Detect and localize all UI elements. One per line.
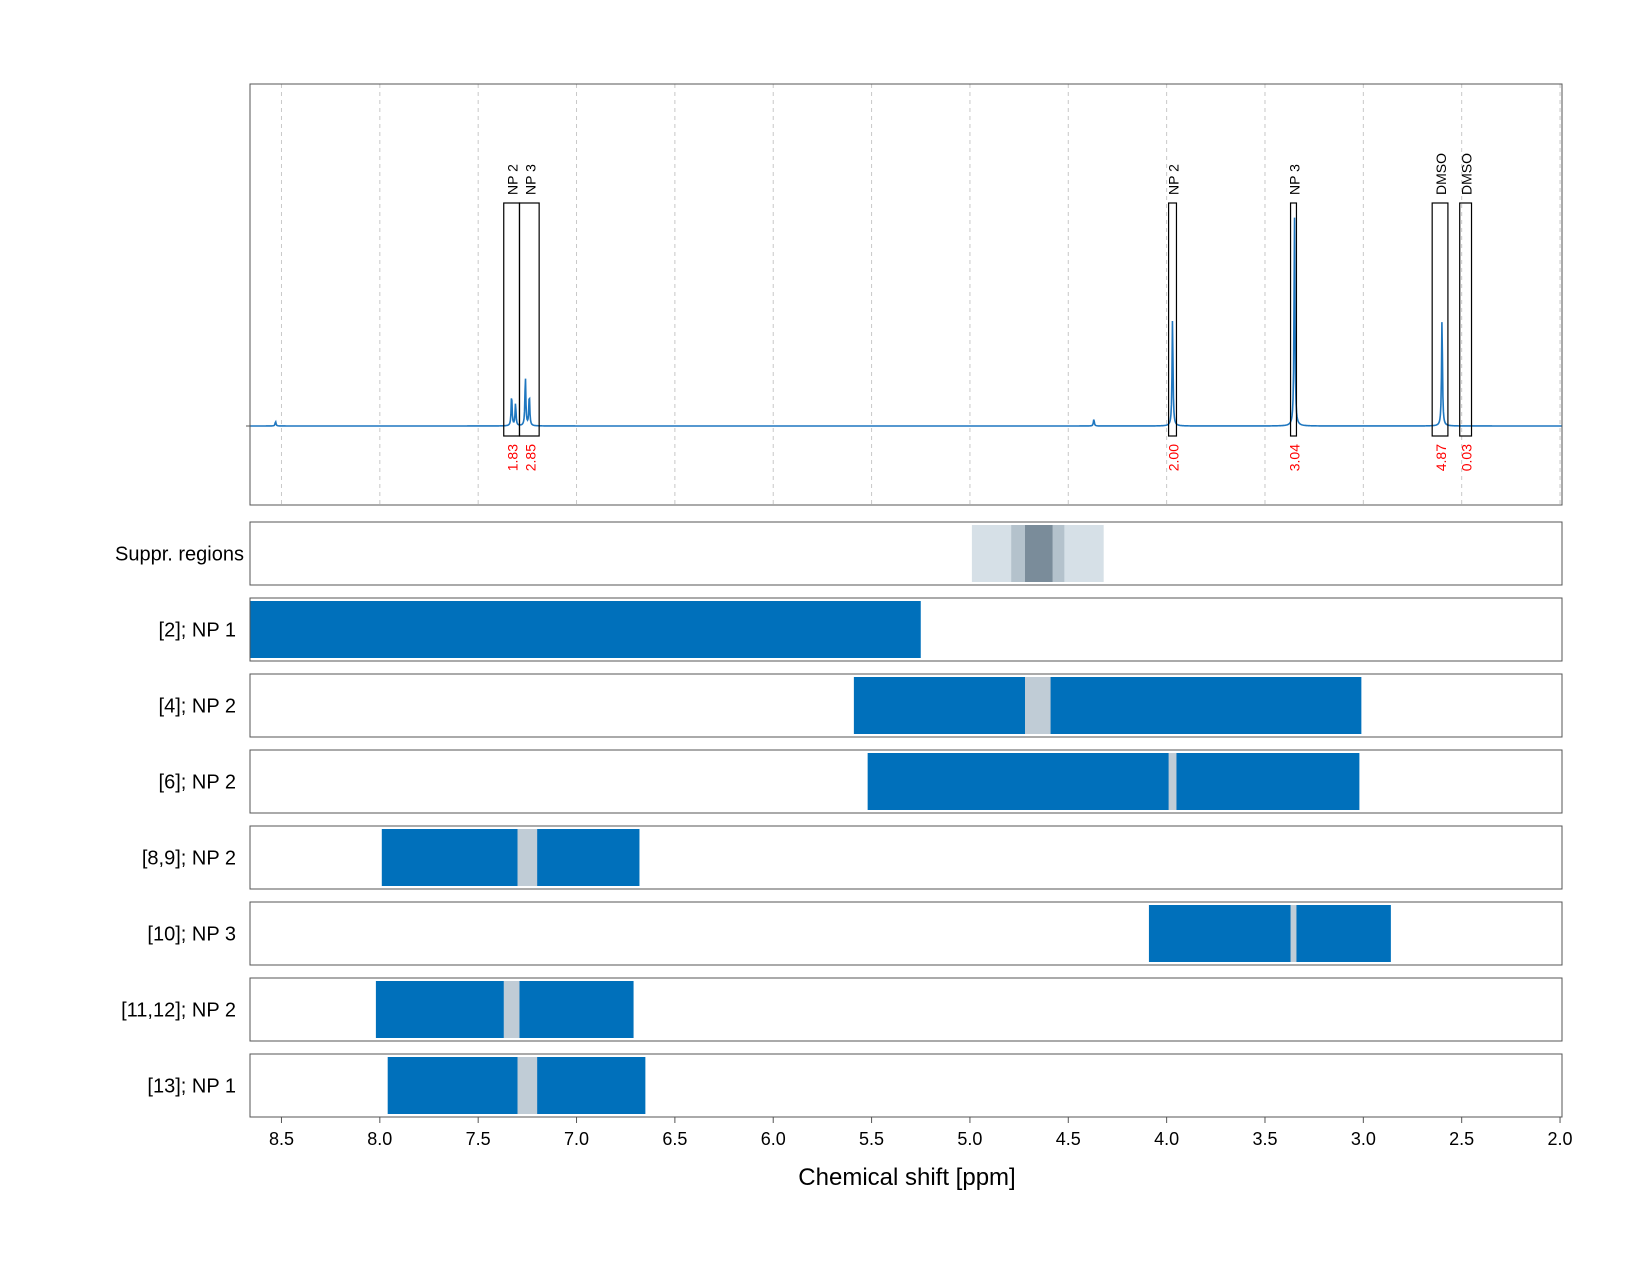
integration-region-box <box>1289 202 1298 437</box>
suppression-track: Suppr. regions <box>115 521 1563 586</box>
x-axis: 8.5 8.0 7.5 7.0 6.5 6.0 5.5 5.0 4.5 4.0 3.5 3.0 2.5 2… <box>269 1117 1573 1149</box>
constraint-band <box>867 753 1360 810</box>
x-tick-label: 6.5 <box>662 1129 687 1149</box>
x-tick-label: 8.5 <box>269 1129 294 1149</box>
integration-region-box <box>518 202 540 437</box>
integration-region-label: NP 2 <box>505 164 521 195</box>
x-tick-label: 2.5 <box>1449 1129 1474 1149</box>
excluded-gap <box>517 1057 538 1114</box>
constraint-track-label: [11,12]; NP 2 <box>121 1000 236 1022</box>
constraint-track: [2]; NP 1 <box>159 597 1563 662</box>
integral-value-label: 2.00 <box>1166 444 1182 471</box>
integration-region-label: NP 3 <box>522 164 538 195</box>
constraint-track-frame <box>249 825 1563 890</box>
constraint-band <box>381 829 640 886</box>
integration-region-label: DMSO <box>1459 153 1475 195</box>
excluded-gap <box>1290 905 1297 962</box>
constraint-track-label: [8,9]; NP 2 <box>142 848 236 870</box>
x-axis-label: Chemical shift [ppm] <box>798 1164 1015 1191</box>
constraint-track-label: [4]; NP 2 <box>159 696 236 718</box>
integration-regions: NP 2 1.83 NP 3 2.85 NP 2 2.00 NP 3 3.04 DMSO 4.87… <box>503 153 1475 471</box>
x-tick-label: 5.5 <box>859 1129 884 1149</box>
suppression-track-label: Suppr. regions <box>115 544 244 566</box>
x-tick-label: 8.0 <box>367 1129 392 1149</box>
integration-region-label: NP 2 <box>1166 164 1182 195</box>
suppression-band <box>1025 525 1053 582</box>
x-tick-label: 3.0 <box>1351 1129 1376 1149</box>
excluded-gap <box>1025 677 1051 734</box>
integration-region-label: DMSO <box>1433 153 1449 195</box>
integration-region-label: NP 3 <box>1287 164 1303 195</box>
integration-region-box <box>1167 202 1178 437</box>
constraint-track: [8,9]; NP 2 <box>142 825 1563 890</box>
grid-lines <box>280 84 1561 505</box>
integral-value-label: 0.03 <box>1459 444 1475 471</box>
x-tick-label: 6.0 <box>761 1129 786 1149</box>
excluded-gap <box>517 829 538 886</box>
constraint-track-frame <box>249 1053 1563 1118</box>
constraint-track-label: [2]; NP 1 <box>159 620 236 642</box>
excluded-gap <box>1168 753 1177 810</box>
constraint-track-frame <box>249 977 1563 1042</box>
x-tick-label: 7.5 <box>466 1129 491 1149</box>
spectrum-panel-frame <box>249 83 1563 506</box>
integral-value-label: 3.04 <box>1287 444 1303 471</box>
constraint-track-label: [6]; NP 2 <box>159 772 236 794</box>
constraint-track: [10]; NP 3 <box>147 901 1563 966</box>
constraint-track-label: [10]; NP 3 <box>147 924 236 946</box>
integral-value-label: 4.87 <box>1433 444 1449 471</box>
constraint-track-frame <box>249 673 1563 738</box>
integral-value-label: 2.85 <box>522 444 538 471</box>
constraint-band <box>250 601 921 658</box>
constraint-band <box>853 677 1362 734</box>
integral-value-label: 1.83 <box>505 444 521 471</box>
constraint-track-label: [13]; NP 1 <box>147 1076 236 1098</box>
x-tick-label: 3.5 <box>1252 1129 1277 1149</box>
suppression-track-frame <box>249 521 1563 586</box>
constraint-track: [6]; NP 2 <box>159 749 1563 814</box>
integration-region-box <box>1431 202 1449 437</box>
spectrum-line <box>250 217 1562 427</box>
x-tick-label: 2.0 <box>1548 1129 1573 1149</box>
constraint-track: [11,12]; NP 2 <box>121 977 1563 1042</box>
excluded-gap <box>503 981 520 1038</box>
constraint-band <box>387 1057 646 1114</box>
constraint-track: [4]; NP 2 <box>159 673 1563 738</box>
integration-region-box <box>1459 202 1473 437</box>
constraint-track-frame <box>249 749 1563 814</box>
x-tick-label: 7.0 <box>564 1129 589 1149</box>
x-tick-label: 4.0 <box>1154 1129 1179 1149</box>
x-tick-label: 4.5 <box>1056 1129 1081 1149</box>
constraint-track: [13]; NP 1 <box>147 1053 1563 1118</box>
x-tick-label: 5.0 <box>957 1129 982 1149</box>
constraint-track-frame <box>249 597 1563 662</box>
constraint-track-frame <box>249 901 1563 966</box>
constraint-band <box>1148 905 1391 962</box>
